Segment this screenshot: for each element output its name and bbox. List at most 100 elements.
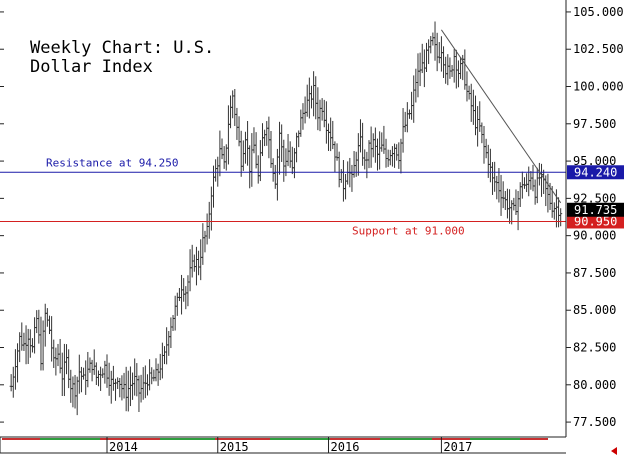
ohlc-bar: [512, 197, 516, 211]
ohlc-bar: [482, 125, 486, 164]
ohlc-bar: [535, 167, 539, 204]
ohlc-bar: [278, 121, 282, 175]
ohlc-bar: [299, 109, 303, 137]
x-tick-label: 2017: [443, 440, 472, 454]
ohlc-bar: [207, 201, 211, 239]
ohlc-bar: [99, 366, 103, 391]
ohlc-bar: [33, 317, 37, 354]
ohlc-bar: [454, 49, 458, 89]
ohlc-bar: [309, 85, 313, 109]
ohlc-bar: [165, 327, 169, 365]
x-tick-label: 2016: [331, 440, 360, 454]
ohlc-bar: [478, 101, 482, 132]
ohlc-bar: [559, 208, 563, 227]
ohlc-bar: [318, 99, 322, 132]
ohlc-bar: [529, 171, 533, 190]
timeline-segment: [380, 438, 432, 440]
ohlc-bar: [116, 377, 120, 389]
ohlc-bar: [382, 125, 386, 154]
ohlc-bar: [209, 186, 213, 231]
ohlc-bar: [316, 87, 320, 131]
y-tick-label: 102.500: [573, 42, 624, 56]
y-tick-label: 82.500: [573, 341, 616, 355]
last-price-tag-text: 91.735: [574, 203, 617, 217]
y-tick-label: 90.000: [573, 229, 616, 243]
ohlc-bar: [542, 169, 546, 195]
ohlc-bar: [128, 366, 132, 407]
last-price-tag: [567, 202, 624, 217]
ohlc-bar: [491, 162, 495, 195]
chart-title-line-1: Weekly Chart: U.S.: [30, 38, 214, 58]
ohlc-bar: [301, 103, 305, 130]
ohlc-bar: [235, 107, 239, 140]
ohlc-bar: [546, 173, 550, 213]
ohlc-bar: [101, 368, 105, 378]
ohlc-bar: [341, 160, 345, 202]
ohlc-bar: [265, 121, 269, 146]
ohlc-bar: [290, 146, 294, 175]
timeline-segment: [2, 438, 40, 440]
ohlc-bar: [446, 54, 450, 86]
ohlc-bar: [354, 151, 358, 177]
ohlc-bar: [163, 346, 167, 365]
ohlc-bar: [395, 144, 399, 161]
ohlc-bar: [50, 316, 54, 362]
ohlc-bar: [263, 129, 267, 147]
timeline-segment: [215, 438, 270, 440]
ohlc-bar: [75, 376, 79, 416]
ohlc-bar: [393, 143, 397, 168]
ohlc-bar: [92, 349, 96, 375]
ohlc-bar: [243, 131, 247, 164]
ohlc-bar: [118, 377, 122, 398]
ohlc-bar: [361, 122, 365, 166]
ohlc-bar: [96, 370, 100, 387]
ohlc-bar: [337, 151, 341, 188]
timeline-segment: [330, 438, 380, 440]
ohlc-bar: [22, 332, 26, 351]
ohlc-bar: [403, 111, 407, 133]
ohlc-bar: [120, 375, 124, 401]
y-tick-label: 87.500: [573, 266, 616, 280]
ohlc-bar: [26, 328, 30, 365]
ohlc-bar: [203, 230, 207, 253]
ohlc-bar: [429, 36, 433, 54]
ohlc-bar: [24, 325, 28, 365]
ohlc-bar: [11, 366, 15, 398]
y-tick-label: 97.500: [573, 117, 616, 131]
ohlc-bar: [258, 140, 262, 182]
timeline-segment: [40, 438, 100, 440]
ohlc-bar: [184, 286, 188, 310]
ohlc-bar: [88, 357, 92, 373]
ohlc-bar: [90, 359, 94, 382]
ohlc-bar: [197, 250, 201, 276]
ohlc-bar: [499, 174, 503, 216]
timeline-segment: [160, 438, 215, 440]
ohlc-bar: [148, 359, 152, 391]
ohlc-bar: [62, 343, 66, 397]
x-tick-label: 2014: [109, 440, 138, 454]
ohlc-bar: [82, 367, 86, 380]
ohlc-bar: [448, 57, 452, 79]
ohlc-bar: [186, 275, 190, 307]
timeline-segment: [520, 438, 548, 440]
ohlc-bar: [380, 132, 384, 152]
ohlc-bar: [503, 191, 507, 210]
ohlc-bar: [312, 71, 316, 117]
ohlc-bar: [280, 124, 284, 162]
ohlc-bar: [254, 132, 258, 169]
ohlc-bar: [363, 149, 367, 170]
ohlc-bar: [28, 329, 32, 358]
support-price-tag: [567, 214, 624, 229]
ohlc-bar: [384, 138, 388, 168]
ohlc-bar: [471, 89, 475, 125]
ohlc-bar: [525, 173, 529, 193]
ohlc-bar: [126, 370, 130, 412]
timeline-segment: [432, 438, 470, 440]
ohlc-bar: [171, 315, 175, 331]
ohlc-bar: [552, 202, 556, 220]
ohlc-bar: [9, 374, 13, 392]
ohlc-bar: [344, 173, 348, 200]
ohlc-bar: [414, 68, 418, 103]
ohlc-bar: [229, 95, 233, 129]
